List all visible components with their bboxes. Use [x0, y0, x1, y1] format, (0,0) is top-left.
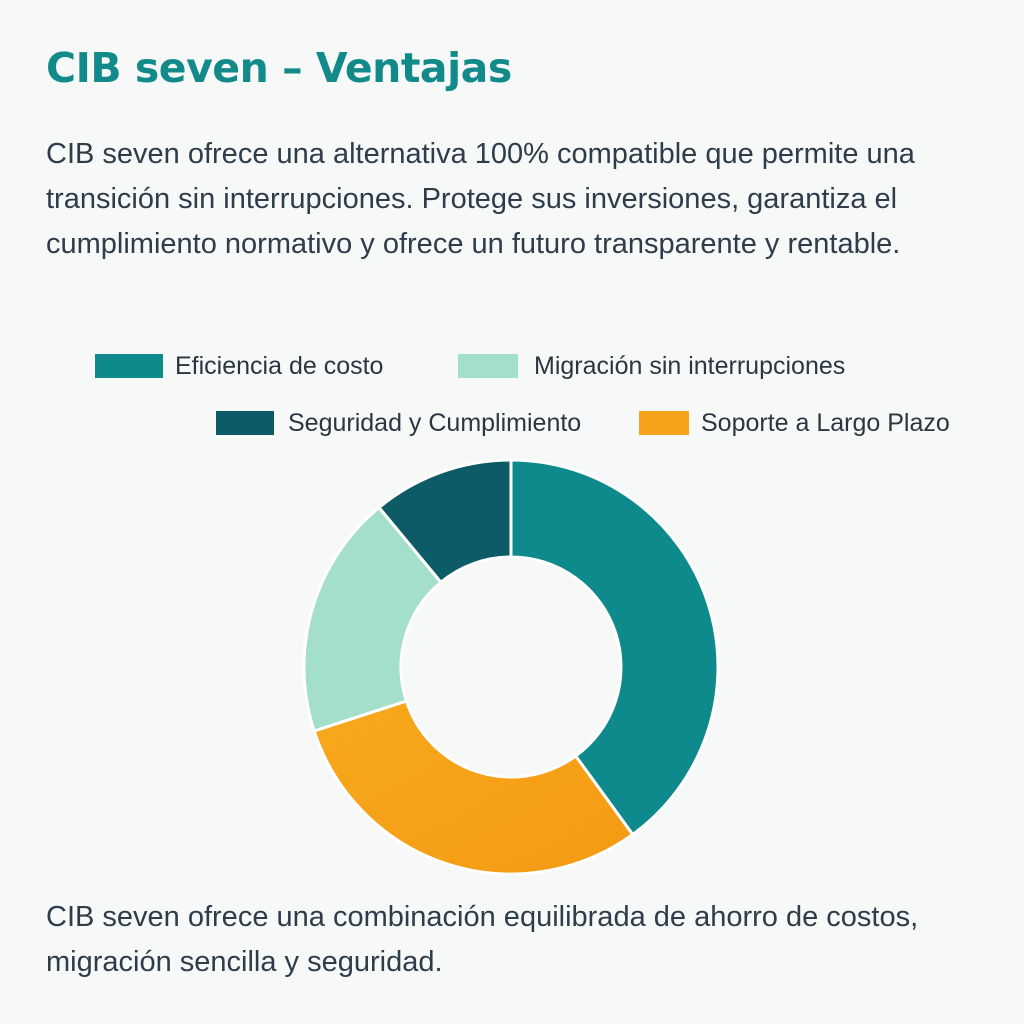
- legend-label-eficiencia-de-costo: Eficiencia de costo: [175, 351, 384, 380]
- legend-item-migracion-sin-interrupciones[interactable]: Migración sin interrupciones: [458, 346, 845, 386]
- legend-swatch-seguridad-y-cumplimiento: [216, 411, 274, 435]
- legend-swatch-eficiencia-de-costo: [95, 354, 163, 378]
- donut-chart: [302, 458, 720, 876]
- donut-slice-eficiencia-de-costo[interactable]: [509, 458, 720, 836]
- donut-slice-migracion-sin-interrupciones[interactable]: [302, 506, 443, 733]
- chart-legend: Eficiencia de costo Migración sin interr…: [0, 346, 1024, 386]
- footnote-text: CIB seven ofrece una combinación equilib…: [46, 901, 919, 978]
- legend-item-eficiencia-de-costo[interactable]: Eficiencia de costo: [95, 346, 383, 386]
- legend-label-seguridad-y-cumplimiento: Seguridad y Cumplimiento: [288, 408, 582, 437]
- legend-label-migracion-sin-interrupciones: Migración sin interrupciones: [534, 351, 846, 380]
- legend-item-soporte-a-largo-plazo[interactable]: Soporte a Largo Plazo: [639, 403, 950, 443]
- page-title: CIB seven – Ventajas: [46, 44, 512, 92]
- donut-slice-soporte-a-largo-plazo[interactable]: [312, 699, 635, 876]
- donut-slices: [302, 458, 720, 876]
- legend-swatch-migracion-sin-interrupciones: [458, 354, 518, 378]
- legend-item-seguridad-y-cumplimiento[interactable]: Seguridad y Cumplimiento: [216, 403, 581, 443]
- donut-slice-seguridad-y-cumplimiento[interactable]: [377, 458, 513, 584]
- chart-legend-row-2: Seguridad y Cumplimiento Soporte a Largo…: [0, 403, 1024, 443]
- intro-paragraph: CIB seven ofrece una alternativa 100% co…: [46, 138, 915, 260]
- legend-label-soporte-a-largo-plazo: Soporte a Largo Plazo: [701, 408, 950, 437]
- legend-swatch-soporte-a-largo-plazo: [639, 411, 689, 435]
